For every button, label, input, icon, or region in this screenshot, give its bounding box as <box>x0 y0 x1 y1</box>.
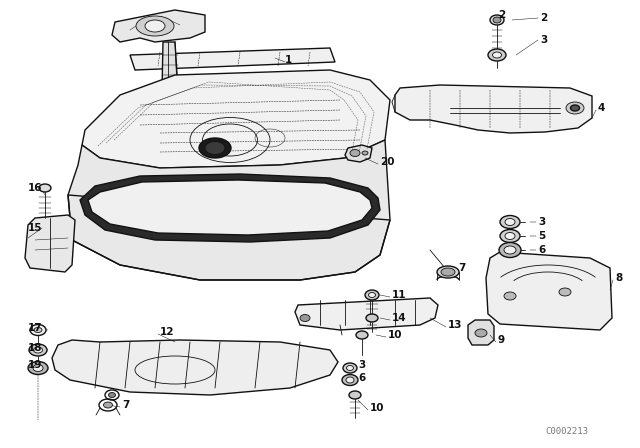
Ellipse shape <box>300 314 310 322</box>
Ellipse shape <box>493 17 501 23</box>
Text: 16: 16 <box>28 183 42 193</box>
Ellipse shape <box>29 344 47 356</box>
Text: 15: 15 <box>28 223 42 233</box>
Ellipse shape <box>441 268 455 276</box>
Polygon shape <box>52 340 338 395</box>
Ellipse shape <box>33 347 42 353</box>
Ellipse shape <box>34 327 42 332</box>
Polygon shape <box>130 48 335 70</box>
Ellipse shape <box>199 138 231 158</box>
Text: 11: 11 <box>392 290 406 300</box>
Ellipse shape <box>343 363 357 373</box>
Text: 7: 7 <box>458 263 465 273</box>
Text: 6: 6 <box>538 245 545 255</box>
Ellipse shape <box>365 290 379 300</box>
Ellipse shape <box>504 292 516 300</box>
Polygon shape <box>486 252 612 330</box>
Text: 1: 1 <box>285 55 292 65</box>
Ellipse shape <box>490 15 504 25</box>
Polygon shape <box>68 140 390 280</box>
Ellipse shape <box>488 49 506 61</box>
Ellipse shape <box>205 142 225 155</box>
Text: 7: 7 <box>122 400 129 410</box>
Ellipse shape <box>350 150 360 156</box>
Polygon shape <box>25 215 75 272</box>
Polygon shape <box>162 42 185 108</box>
Polygon shape <box>82 70 390 168</box>
Ellipse shape <box>349 391 361 399</box>
Polygon shape <box>395 85 592 133</box>
Ellipse shape <box>570 105 579 111</box>
Ellipse shape <box>559 288 571 296</box>
Text: 18: 18 <box>28 343 42 353</box>
Text: 13: 13 <box>448 320 463 330</box>
Ellipse shape <box>346 377 354 383</box>
Polygon shape <box>80 174 380 242</box>
Text: 3: 3 <box>538 217 545 227</box>
Ellipse shape <box>369 293 376 297</box>
Text: 10: 10 <box>370 403 385 413</box>
Ellipse shape <box>30 324 46 336</box>
Polygon shape <box>468 320 494 345</box>
Ellipse shape <box>342 375 358 385</box>
Ellipse shape <box>500 229 520 242</box>
Ellipse shape <box>356 331 368 339</box>
Text: 19: 19 <box>28 360 42 370</box>
Ellipse shape <box>500 215 520 228</box>
Ellipse shape <box>505 233 515 240</box>
Ellipse shape <box>504 246 516 254</box>
Ellipse shape <box>493 52 502 58</box>
Ellipse shape <box>136 16 174 36</box>
Text: 5: 5 <box>538 231 545 241</box>
Text: 8: 8 <box>615 273 622 283</box>
Text: 2: 2 <box>540 13 547 23</box>
Polygon shape <box>345 145 372 162</box>
Text: 9: 9 <box>498 335 505 345</box>
Ellipse shape <box>362 151 368 155</box>
Polygon shape <box>88 180 372 235</box>
Ellipse shape <box>104 402 113 408</box>
Ellipse shape <box>109 392 115 397</box>
Text: 20: 20 <box>380 157 394 167</box>
Ellipse shape <box>505 246 515 254</box>
Ellipse shape <box>475 329 487 337</box>
Polygon shape <box>112 10 205 42</box>
Text: 4: 4 <box>598 103 605 113</box>
Text: 17: 17 <box>28 323 43 333</box>
Ellipse shape <box>145 20 165 32</box>
Ellipse shape <box>500 244 520 257</box>
Text: 2: 2 <box>498 10 505 20</box>
Ellipse shape <box>39 184 51 192</box>
Text: 3: 3 <box>540 35 547 45</box>
Ellipse shape <box>437 266 459 278</box>
Text: 3: 3 <box>358 360 365 370</box>
Ellipse shape <box>499 242 521 258</box>
Ellipse shape <box>33 365 43 371</box>
Text: 10: 10 <box>388 330 403 340</box>
Text: 6: 6 <box>358 373 365 383</box>
Ellipse shape <box>505 219 515 225</box>
Text: C0002213: C0002213 <box>545 427 588 436</box>
Ellipse shape <box>28 362 48 375</box>
Polygon shape <box>295 298 438 330</box>
Ellipse shape <box>346 366 353 370</box>
Ellipse shape <box>366 314 378 322</box>
Text: 12: 12 <box>160 327 175 337</box>
Ellipse shape <box>566 102 584 114</box>
Text: 14: 14 <box>392 313 406 323</box>
